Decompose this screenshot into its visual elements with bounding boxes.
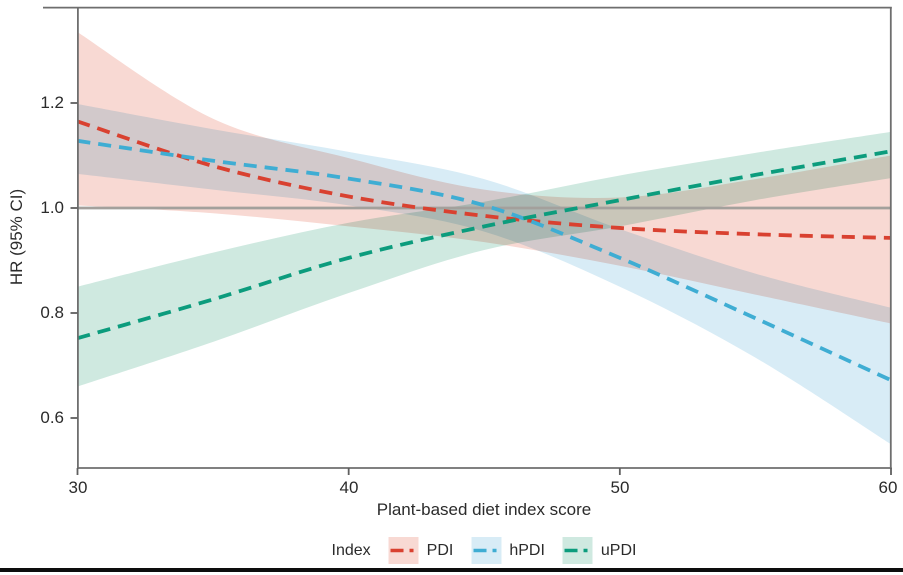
hpdi-confidence-band	[77, 104, 891, 445]
legend-title: Index	[331, 541, 371, 559]
legend-entry-pdi: PDI	[388, 537, 454, 564]
x-axis-title: Plant-based diet index score	[376, 500, 592, 519]
updi-confidence-band	[77, 131, 891, 387]
y-axis-title: HR (95% CI)	[7, 188, 26, 286]
legend: Index PDI hPDI uPDI	[331, 537, 637, 564]
pdi-confidence-band	[77, 32, 891, 324]
y-tick-label-0.6: 0.6	[40, 408, 64, 427]
legend-entry-hpdi: hPDI	[471, 537, 545, 564]
x-tick-label-40: 40	[339, 478, 359, 497]
y-tick-label-1.0: 1.0	[40, 198, 64, 217]
legend-label-hpdi: hPDI	[509, 541, 545, 559]
legend-entry-updi: uPDI	[562, 537, 637, 564]
x-tick-label-50: 50	[610, 478, 630, 497]
x-tick-label-30: 30	[68, 478, 88, 497]
figure-bottom-rule	[0, 568, 903, 572]
legend-label-pdi: PDI	[426, 541, 454, 559]
y-tick-label-0.8: 0.8	[40, 303, 64, 322]
legend-label-updi: uPDI	[600, 541, 637, 559]
updi-legend-key-icon	[562, 537, 593, 564]
updi-hr-curve	[77, 149, 891, 341]
x-tick-label-60: 60	[878, 478, 898, 497]
pdi-legend-key-icon	[388, 537, 419, 564]
hpdi-hr-curve	[77, 138, 891, 382]
y-tick-label-1.2: 1.2	[40, 93, 64, 112]
hpdi-legend-key-icon	[471, 537, 502, 564]
